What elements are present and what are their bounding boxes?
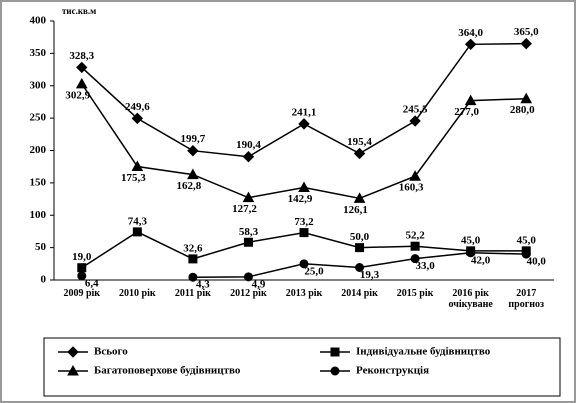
- point: [298, 181, 310, 192]
- point: [242, 151, 255, 163]
- x-tick-label: 2013 рік: [285, 288, 323, 299]
- data-label: 364,0: [458, 27, 483, 39]
- data-label: 365,0: [514, 26, 539, 38]
- data-label: 328,3: [69, 50, 94, 62]
- point: [77, 263, 87, 273]
- data-label: 302,9: [65, 89, 90, 101]
- data-label: 127,2: [232, 203, 257, 215]
- point: [77, 271, 87, 281]
- data-label: 52,2: [405, 230, 425, 242]
- data-label: 199,7: [181, 133, 206, 145]
- data-label: 4,9: [252, 278, 266, 290]
- legend-marker: [330, 347, 340, 357]
- point: [299, 259, 309, 269]
- point: [131, 160, 144, 171]
- x-tick-label: 2015 рік: [396, 288, 434, 299]
- x-tick-label: 2012 рік: [230, 288, 267, 299]
- data-label: 277,0: [454, 106, 479, 118]
- data-label: 280,0: [510, 104, 535, 116]
- y-tick-label: 250: [30, 112, 47, 124]
- point: [464, 38, 477, 51]
- point: [131, 112, 144, 125]
- data-label: 190,4: [236, 139, 261, 151]
- data-label: 19,0: [72, 251, 92, 263]
- y-tick-label: 350: [30, 47, 47, 59]
- legend-marker: [330, 366, 340, 376]
- y-tick-label: 50: [35, 241, 47, 253]
- y-tick-label: 150: [30, 176, 47, 188]
- data-label: 195,4: [347, 136, 372, 148]
- data-label: 160,3: [399, 182, 424, 194]
- x-tick-label: 2014 рік: [341, 288, 378, 299]
- point: [243, 272, 253, 282]
- x-tick-label: 2010 рік: [119, 288, 156, 299]
- data-label: 25,0: [304, 265, 324, 277]
- point: [298, 118, 310, 130]
- y-tick-label: 200: [30, 144, 47, 156]
- legend-label: Індивідуальне будівництво: [356, 346, 491, 358]
- data-label: 42,0: [471, 254, 491, 266]
- data-label: 175,3: [121, 172, 146, 184]
- data-label: 6,4: [85, 277, 99, 289]
- x-tick-label: 2017 прогноз: [508, 288, 545, 310]
- point: [355, 263, 365, 273]
- y-tick-label: 100: [30, 209, 47, 221]
- legend-box: [43, 337, 561, 397]
- data-label: 45,0: [461, 234, 481, 246]
- point: [75, 77, 88, 89]
- data-label: 45,0: [517, 234, 537, 246]
- data-label: 50,0: [350, 231, 370, 243]
- point: [409, 170, 421, 181]
- point: [243, 237, 253, 247]
- x-tick-label: 2009 рік: [63, 288, 101, 299]
- data-label: 241,1: [292, 106, 317, 118]
- point: [353, 192, 366, 203]
- legend-label: Всього: [94, 346, 128, 358]
- point: [187, 168, 199, 180]
- point: [188, 254, 198, 264]
- legend-marker: [67, 346, 79, 358]
- point: [520, 37, 532, 50]
- data-label: 74,3: [128, 215, 148, 227]
- point: [409, 115, 421, 127]
- point: [187, 144, 199, 157]
- data-label: 32,6: [183, 242, 203, 254]
- y-tick-label: 300: [30, 79, 47, 91]
- data-label: 33,0: [415, 260, 435, 272]
- point: [466, 248, 476, 258]
- point: [76, 61, 88, 74]
- data-label: 162,8: [177, 180, 202, 192]
- y-tick-label: 0: [41, 274, 47, 286]
- data-label: 40,0: [527, 256, 547, 268]
- point: [188, 272, 198, 282]
- legend-label: Багатоповерхове будівництво: [94, 365, 241, 377]
- point: [355, 243, 365, 253]
- point: [410, 241, 420, 251]
- data-label: 19,3: [360, 269, 380, 281]
- legend-marker: [67, 364, 79, 376]
- data-label: 73,2: [294, 216, 314, 228]
- data-label: 126,1: [343, 204, 368, 216]
- point: [520, 92, 533, 104]
- data-label: 249,6: [125, 101, 150, 113]
- x-tick-label: 2016 рік очікуване: [448, 288, 493, 310]
- point: [242, 191, 255, 203]
- point: [410, 254, 420, 264]
- y-tick-label: 400: [30, 15, 47, 27]
- data-label: 4,3: [196, 279, 210, 291]
- data-label: 245,5: [403, 104, 428, 116]
- point: [132, 227, 142, 237]
- point: [299, 228, 309, 238]
- point: [521, 249, 531, 259]
- data-label: 142,9: [288, 193, 313, 205]
- legend-label: Реконструкція: [356, 365, 429, 377]
- x-tick-label: 2011 рік: [174, 288, 211, 299]
- point: [353, 147, 366, 160]
- y-axis-label: тис.кв.м: [62, 6, 96, 16]
- data-label: 58,3: [239, 226, 259, 238]
- point: [464, 94, 477, 106]
